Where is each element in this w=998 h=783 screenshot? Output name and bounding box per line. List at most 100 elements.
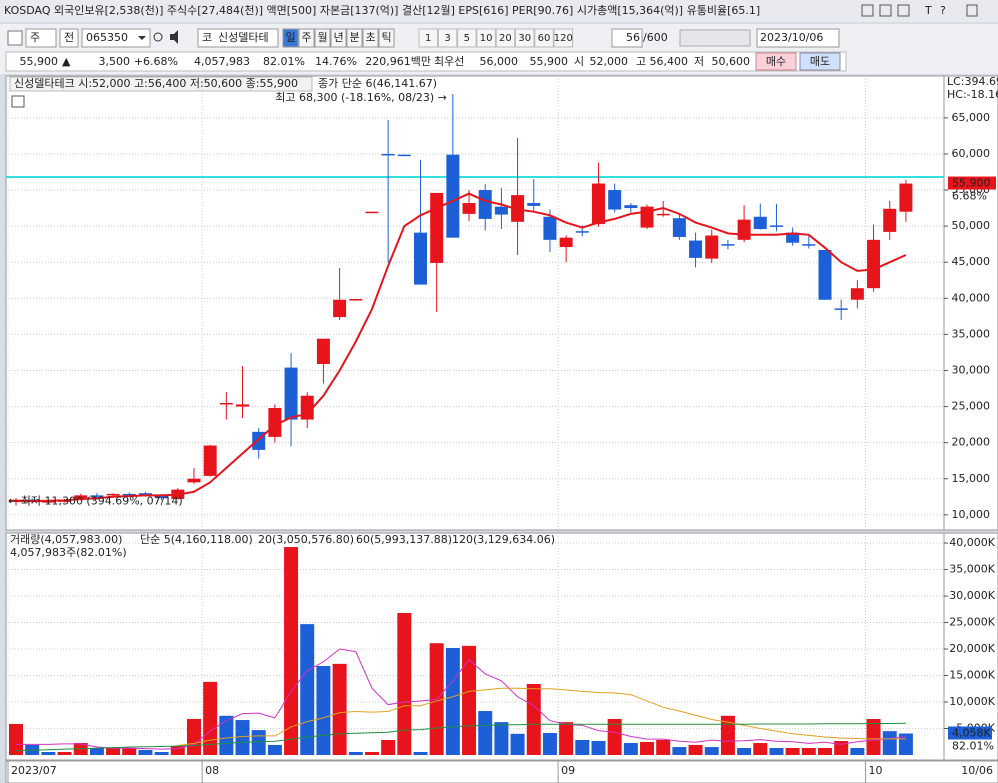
- candle-body: [333, 299, 347, 318]
- y-tick-label: 50,000: [952, 219, 991, 232]
- hc-label: HC:-18.16: [947, 88, 998, 101]
- volume-bar: [526, 684, 541, 755]
- icon[interactable]: [879, 4, 892, 17]
- icon[interactable]: [897, 4, 910, 17]
- candle-body: [575, 231, 589, 233]
- volume-bar: [251, 730, 266, 755]
- x-tick-label: 10: [869, 764, 883, 777]
- chart-title: 신성델타테크 시:52,000 고:56,400 저:50,600 종:55,9…: [14, 77, 298, 90]
- interval-button[interactable]: [476, 28, 496, 48]
- market-select[interactable]: [25, 28, 57, 48]
- volume-bar: [542, 733, 557, 755]
- volume-bar: [364, 751, 379, 755]
- candle-body: [850, 288, 864, 300]
- candle-body: [74, 495, 88, 499]
- interval-button[interactable]: [553, 28, 574, 48]
- tool-icons[interactable]: [679, 29, 751, 47]
- interval-button[interactable]: [437, 28, 458, 48]
- y-tick-label: 20,000K: [949, 642, 995, 655]
- candle-body: [543, 216, 557, 240]
- interval-button[interactable]: [418, 28, 438, 48]
- y-tick-label: 35,000K: [949, 563, 995, 576]
- last-change: 6.68%: [952, 190, 987, 203]
- prev-button[interactable]: [59, 28, 79, 48]
- volume-title: 거래량(4,057,983.00): [10, 533, 122, 546]
- volume-bar: [138, 750, 153, 755]
- candle-body: [236, 404, 250, 407]
- candle-body: [737, 219, 751, 240]
- volume-bar: [672, 747, 687, 755]
- period-button[interactable]: [282, 28, 299, 48]
- y-tick-label: 45,000: [952, 255, 991, 268]
- y-tick-label: 65,000: [952, 111, 991, 124]
- y-tick-label: 25,000K: [949, 616, 995, 629]
- candle-body: [834, 308, 848, 310]
- price: 55,900: [20, 55, 59, 68]
- legend-entry: 60(5,993,137.88): [356, 533, 452, 546]
- volume-bar: [801, 748, 816, 755]
- period-button[interactable]: [362, 28, 379, 48]
- name-box[interactable]: [197, 28, 279, 48]
- calendar-icon[interactable]: [11, 95, 25, 108]
- candle-body: [591, 183, 605, 224]
- candle-body: [511, 195, 525, 222]
- volume-bar: [381, 740, 396, 755]
- volume-bar: [154, 751, 169, 755]
- interval-button[interactable]: [515, 28, 535, 48]
- count-box[interactable]: [611, 28, 643, 48]
- volume-bar: [300, 624, 315, 755]
- vol-ratio: 82.01%: [263, 55, 305, 68]
- period-button[interactable]: [378, 28, 395, 48]
- icon[interactable]: [966, 4, 978, 17]
- amount: 220,961백만: [365, 55, 431, 68]
- buy-button[interactable]: [755, 52, 797, 71]
- period-button[interactable]: [314, 28, 331, 48]
- count-max: /600: [643, 31, 668, 44]
- candle-body: [430, 192, 444, 263]
- speaker-icon[interactable]: [170, 30, 178, 44]
- interval-button[interactable]: [495, 28, 516, 48]
- legend-entry: 단순 5(4,160,118.00): [140, 533, 253, 546]
- y-tick-label: 35,000: [952, 327, 991, 340]
- interval-button[interactable]: [534, 28, 554, 48]
- volume-bar: [284, 547, 299, 755]
- volume-bar: [462, 645, 477, 755]
- candle-body: [381, 153, 395, 156]
- volume-bar: [186, 718, 201, 755]
- date-box[interactable]: [756, 28, 840, 48]
- code-input[interactable]: [81, 28, 151, 48]
- y-tick-label: 40,000: [952, 291, 991, 304]
- interval: 120: [554, 33, 573, 44]
- legend-entry: 20(3,050,576.80): [258, 533, 354, 546]
- period-button[interactable]: [346, 28, 363, 48]
- candle-body: [883, 208, 897, 232]
- interval-button[interactable]: [457, 28, 477, 48]
- candle-body: [705, 235, 719, 259]
- price-axis: [943, 75, 998, 531]
- sell-button[interactable]: [799, 52, 841, 71]
- tool-icon[interactable]: ?: [940, 4, 946, 17]
- candle-body: [462, 203, 476, 214]
- tool-icon[interactable]: T: [924, 4, 932, 17]
- best-label: 최우선: [434, 55, 464, 68]
- y-tick-label: 10,000K: [949, 695, 995, 708]
- volume-bar: [397, 613, 412, 755]
- quote-row: [5, 51, 847, 72]
- period: 월: [317, 31, 327, 44]
- candle-body: [672, 218, 686, 237]
- low-label: 저: [694, 55, 704, 68]
- date-axis: [5, 760, 998, 783]
- period-button[interactable]: [298, 28, 315, 48]
- icon[interactable]: [7, 30, 23, 46]
- icon[interactable]: [861, 4, 874, 17]
- volume-bar: [267, 744, 282, 755]
- stock-info: KOSDAQ 외국인보유[2,538(천)] 주식수[27,484(천)] 액면…: [4, 3, 760, 17]
- market: 주: [30, 31, 40, 44]
- period: 틱: [381, 31, 391, 44]
- count: 56: [626, 31, 640, 44]
- period-button[interactable]: [330, 28, 347, 48]
- search-icon[interactable]: [153, 32, 163, 42]
- period: 분: [349, 31, 359, 44]
